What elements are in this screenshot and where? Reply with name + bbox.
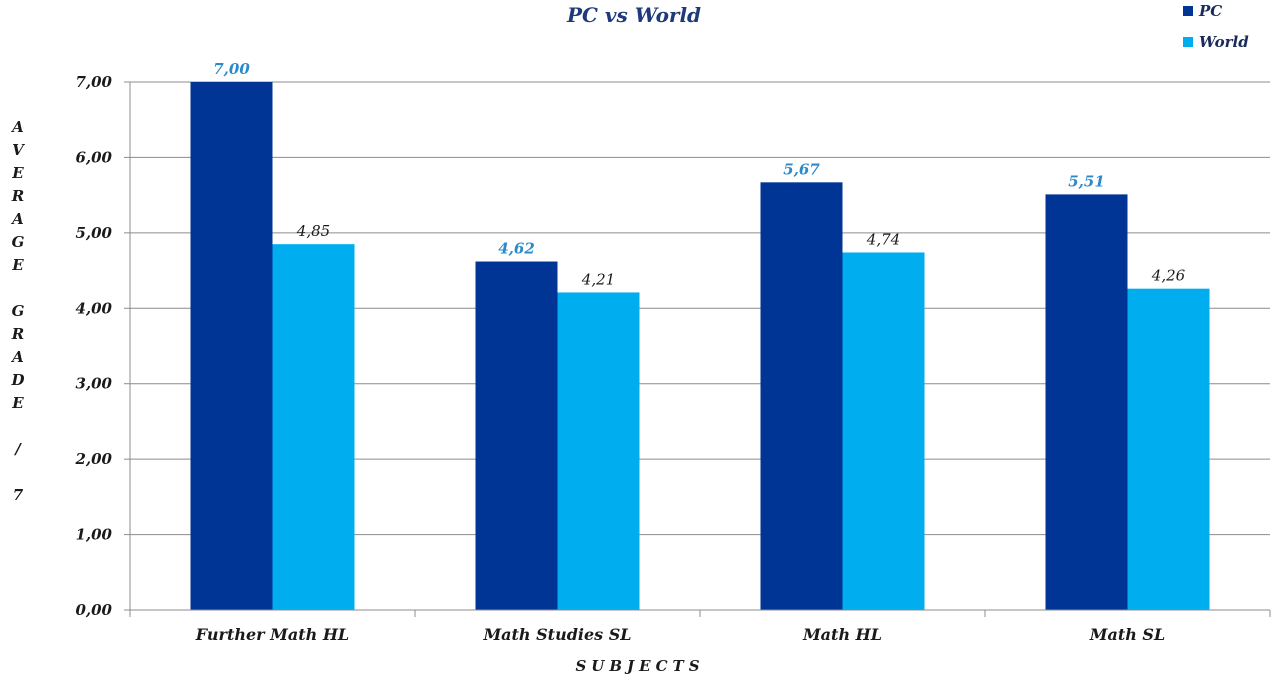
y-tick-label: 5,00 (75, 224, 112, 242)
y-axis-title-letter: E (11, 256, 24, 274)
bar-pc (475, 261, 558, 610)
legend-swatch-world (1183, 37, 1193, 47)
y-tick-labels: 0,00 1,00 2,00 3,00 4,00 5,00 6,00 7,00 (74, 73, 112, 619)
y-axis-title-letter: A (10, 118, 24, 136)
bars (190, 82, 1210, 611)
y-axis-title-letter: E (11, 164, 24, 182)
chart-subtitle: PC vs World (566, 3, 701, 27)
x-tick-labels: Further Math HL Math Studies SL Math HL Mat… (195, 625, 1165, 644)
data-label: 4,85 (296, 222, 330, 240)
data-label: 4,62 (498, 240, 535, 258)
legend-label: World (1199, 33, 1249, 51)
data-label: 5,67 (783, 160, 820, 178)
y-tick-label: 0,00 (75, 601, 112, 619)
y-axis-title-letter: A (10, 210, 24, 228)
y-axis-title-letter: D (10, 371, 24, 389)
y-tick-label: 3,00 (75, 375, 112, 393)
data-label: 5,51 (1068, 172, 1105, 190)
bar-world (842, 252, 925, 610)
y-axis-title-letter: A (10, 348, 24, 366)
y-axis-title-letter: V (12, 141, 25, 159)
data-label: 7,00 (213, 60, 250, 78)
bar-pc (190, 82, 273, 610)
x-tick-label: Math SL (1089, 625, 1165, 644)
x-tick-label: Math Studies SL (482, 625, 631, 644)
legend: PC World (1183, 2, 1249, 51)
y-axis-title-letter: G (12, 302, 25, 320)
y-axis-title-letter: R (11, 325, 24, 343)
axes (129, 82, 1271, 617)
bar-world (1127, 288, 1210, 610)
bar-pc (1045, 194, 1128, 611)
bar-pc (760, 182, 843, 610)
x-axis-title: SUBJECTS (575, 657, 704, 675)
bar-world (557, 292, 640, 610)
data-label: 4,26 (1151, 267, 1186, 285)
legend-label: PC (1198, 2, 1222, 20)
y-axis-title-letter: 7 (13, 486, 24, 504)
legend-swatch-pc (1183, 6, 1193, 16)
y-axis-title-letter: G (12, 233, 25, 251)
data-label: 4,74 (866, 230, 900, 248)
y-axis-title-letter: / (13, 440, 22, 458)
y-axis-title-letter: R (11, 187, 24, 205)
bar-world (272, 244, 355, 610)
y-axis-title-letter: E (11, 394, 24, 412)
y-tick-label: 2,00 (74, 450, 112, 468)
y-tick-label: 7,00 (75, 73, 112, 91)
y-tick-label: 4,00 (75, 299, 112, 317)
x-axis-title: SUBJECTS (575, 657, 704, 675)
y-tick-label: 6,00 (75, 148, 112, 166)
data-label: 4,21 (581, 270, 615, 288)
x-tick-label: Math HL (802, 625, 882, 644)
y-tick-label: 1,00 (75, 526, 112, 544)
data-labels: 7,00 4,85 4,62 4,21 5,67 4,74 5,51 4,26 (213, 60, 1185, 288)
x-tick-label: Further Math HL (195, 625, 349, 644)
